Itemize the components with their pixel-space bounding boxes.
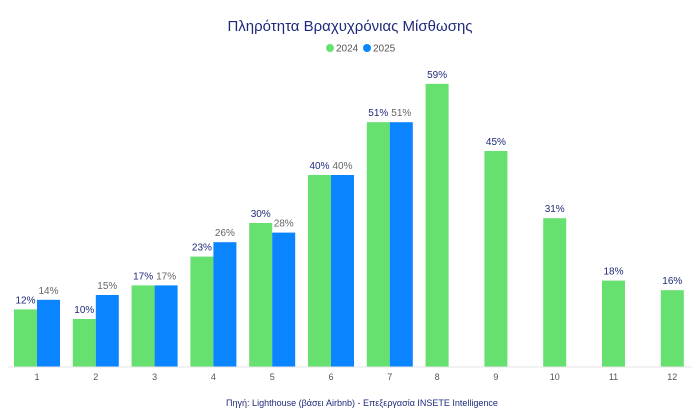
data-label-2024-month-6: 40% bbox=[309, 161, 329, 172]
x-tick-label-7: 7 bbox=[387, 372, 392, 382]
x-tick-label-3: 3 bbox=[152, 372, 157, 382]
bar-2025-month-2 bbox=[95, 295, 119, 367]
bar-2024-month-7 bbox=[366, 122, 390, 367]
data-label-2025-month-2: 15% bbox=[97, 281, 117, 292]
legend-label-2024: 2024 bbox=[336, 44, 359, 55]
data-label-2024-month-1: 12% bbox=[15, 295, 35, 306]
data-label-2024-month-4: 23% bbox=[192, 243, 212, 254]
x-tick-label-11: 11 bbox=[609, 372, 618, 382]
x-tick-label-9: 9 bbox=[493, 372, 498, 382]
x-tick-label-8: 8 bbox=[435, 372, 440, 382]
bar-2024-month-4 bbox=[190, 256, 214, 367]
x-axis-ticks: 1 2 3 4 5 6 7 8 9 10 11 12 bbox=[34, 372, 677, 382]
data-labels-group: 12%14%10%15%17% 17%23%26%30%28%40% 40%51% 5… bbox=[15, 70, 682, 316]
x-tick-label-10: 10 bbox=[550, 372, 560, 382]
bar-2024-month-10 bbox=[543, 218, 567, 367]
data-label-2025-month-5: 28% bbox=[274, 219, 294, 230]
x-tick-label-4: 4 bbox=[211, 372, 216, 382]
bar-2024-month-3 bbox=[131, 285, 155, 367]
legend: 2024 2025 bbox=[326, 44, 396, 55]
source-note: Πηγή: Lighthouse (βάσει Airbnb) - Επεξερ… bbox=[226, 398, 498, 408]
bar-2024-month-2 bbox=[72, 319, 96, 367]
data-label-2024-month-3: 17% bbox=[133, 271, 153, 282]
data-label-2024-month-8: 59% bbox=[427, 70, 447, 81]
data-label-2025-month-6: 40% bbox=[332, 161, 352, 172]
data-label-2024-month-5: 30% bbox=[251, 209, 271, 220]
data-label-2024-month-10: 31% bbox=[545, 204, 565, 215]
bar-2024-month-12 bbox=[660, 290, 684, 367]
data-label-2024-month-7: 51% bbox=[368, 108, 388, 119]
bar-2025-month-6 bbox=[331, 175, 354, 367]
bar-2024-month-11 bbox=[602, 280, 625, 367]
data-label-2025-month-4: 26% bbox=[215, 228, 235, 239]
data-label-2025-month-3: 17% bbox=[156, 271, 176, 282]
bar-2025-month-4 bbox=[213, 242, 237, 367]
data-label-2024-month-9: 45% bbox=[486, 137, 506, 148]
bar-2025-month-5 bbox=[272, 232, 296, 367]
bar-2024-month-6 bbox=[308, 175, 331, 367]
x-tick-label-5: 5 bbox=[270, 372, 275, 382]
data-label-2024-month-12: 16% bbox=[662, 276, 682, 287]
legend-swatch-2025 bbox=[363, 44, 371, 52]
bar-2024-month-9 bbox=[484, 151, 508, 367]
bars-group bbox=[14, 83, 684, 368]
chart-title: Πληρότητα Βραχυχρόνιας Μίσθωσης bbox=[227, 18, 472, 35]
x-tick-label-1: 1 bbox=[34, 372, 39, 382]
bar-2024-month-8 bbox=[425, 83, 449, 368]
data-label-2024-month-2: 10% bbox=[74, 305, 94, 316]
x-tick-label-6: 6 bbox=[328, 372, 333, 382]
data-label-2024-month-11: 18% bbox=[603, 267, 623, 278]
bar-2024-month-5 bbox=[249, 223, 273, 367]
legend-swatch-2024 bbox=[326, 44, 334, 52]
legend-label-2025: 2025 bbox=[373, 44, 396, 55]
bar-2025-month-1 bbox=[37, 299, 60, 367]
bar-2025-month-3 bbox=[154, 285, 178, 367]
bar-2025-month-7 bbox=[389, 122, 413, 367]
x-tick-label-12: 12 bbox=[667, 372, 677, 382]
x-tick-label-2: 2 bbox=[93, 372, 98, 382]
data-label-2025-month-7: 51% bbox=[391, 108, 411, 119]
data-label-2025-month-1: 14% bbox=[38, 286, 58, 297]
bar-2024-month-1 bbox=[14, 309, 37, 367]
